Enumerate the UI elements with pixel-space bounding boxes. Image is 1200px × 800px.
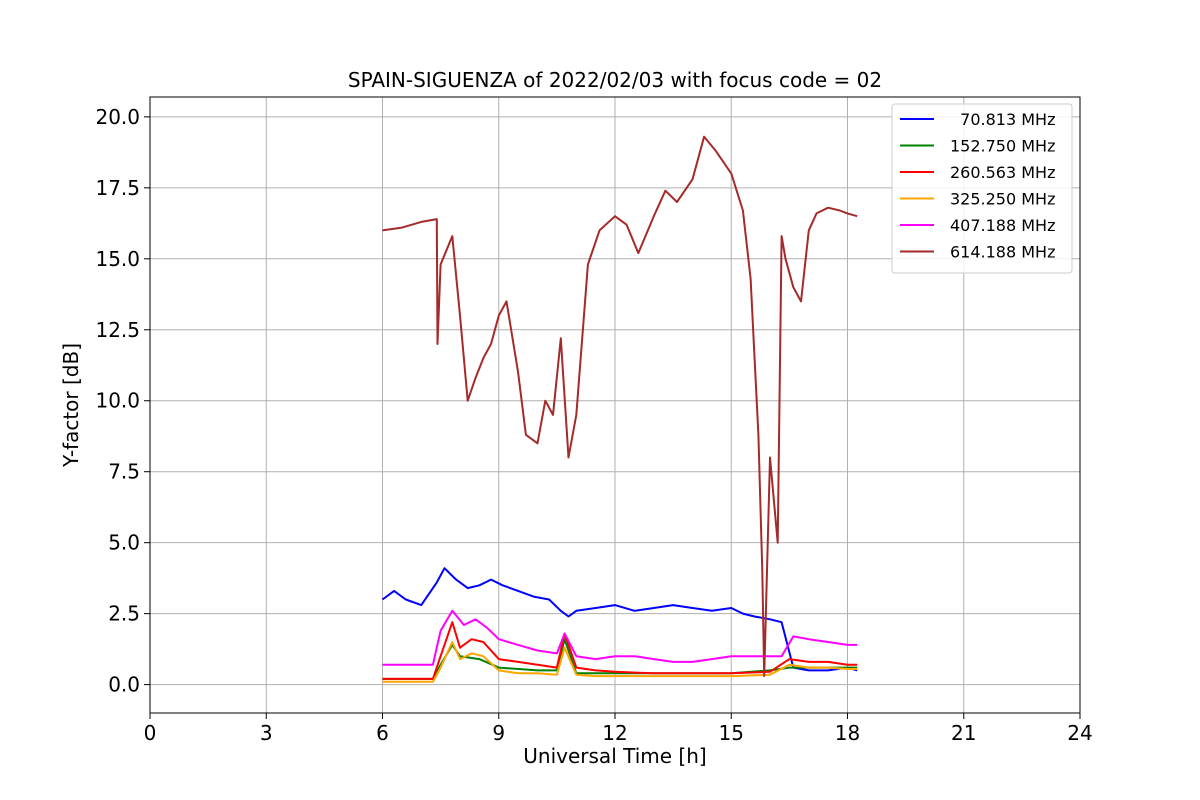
y-tick-label: 5.0 (108, 531, 140, 555)
x-tick-label: 6 (376, 721, 389, 745)
y-axis-label: Y-factor [dB] (59, 343, 83, 468)
x-tick-label: 21 (951, 721, 976, 745)
x-axis-label: Universal Time [h] (523, 744, 706, 768)
legend: 70.813 MHz 152.750 MHz 260.563 MHz 325.250 … (891, 103, 1073, 274)
y-tick-label: 15.0 (95, 247, 140, 271)
x-tick-label: 3 (260, 721, 273, 745)
legend-label-5: 614.188 MHz (950, 243, 1055, 262)
x-tick-label: 0 (144, 721, 157, 745)
legend-box (891, 103, 1073, 274)
y-tick-label: 0.0 (108, 673, 140, 697)
y-tick-label: 7.5 (108, 460, 140, 484)
plot-series (381, 135, 858, 683)
y-tick-label: 17.5 (95, 176, 140, 200)
series-line-4 (382, 609, 858, 666)
series-line-0 (381, 567, 858, 672)
y-tick-label: 2.5 (108, 602, 140, 626)
series-line-3 (382, 641, 858, 683)
series-line-5 (382, 135, 858, 678)
legend-label-1: 152.750 MHz (950, 137, 1055, 156)
x-tick-label: 24 (1067, 721, 1092, 745)
legend-label-3: 325.250 MHz (950, 190, 1055, 209)
y-tick-label: 12.5 (95, 318, 140, 342)
x-tick-label: 12 (602, 721, 627, 745)
x-tick-label: 9 (492, 721, 505, 745)
y-tick-label: 10.0 (95, 389, 140, 413)
legend-label-2: 260.563 MHz (950, 163, 1055, 182)
legend-label-4: 407.188 MHz (950, 216, 1055, 235)
x-tick-label: 15 (719, 721, 744, 745)
y-tick-label: 20.0 (95, 105, 140, 129)
axis-ticks: 0 3 6 9 12 15 18 21 24 0.0 2.5 5.0 7.5 10.0 12.5 15.0 17… (95, 105, 1092, 745)
series-line-2 (382, 621, 858, 680)
x-tick-label: 18 (835, 721, 860, 745)
legend-label-0: 70.813 MHz (950, 110, 1055, 129)
chart-title: SPAIN-SIGUENZA of 2022/02/03 with focus … (348, 68, 882, 92)
